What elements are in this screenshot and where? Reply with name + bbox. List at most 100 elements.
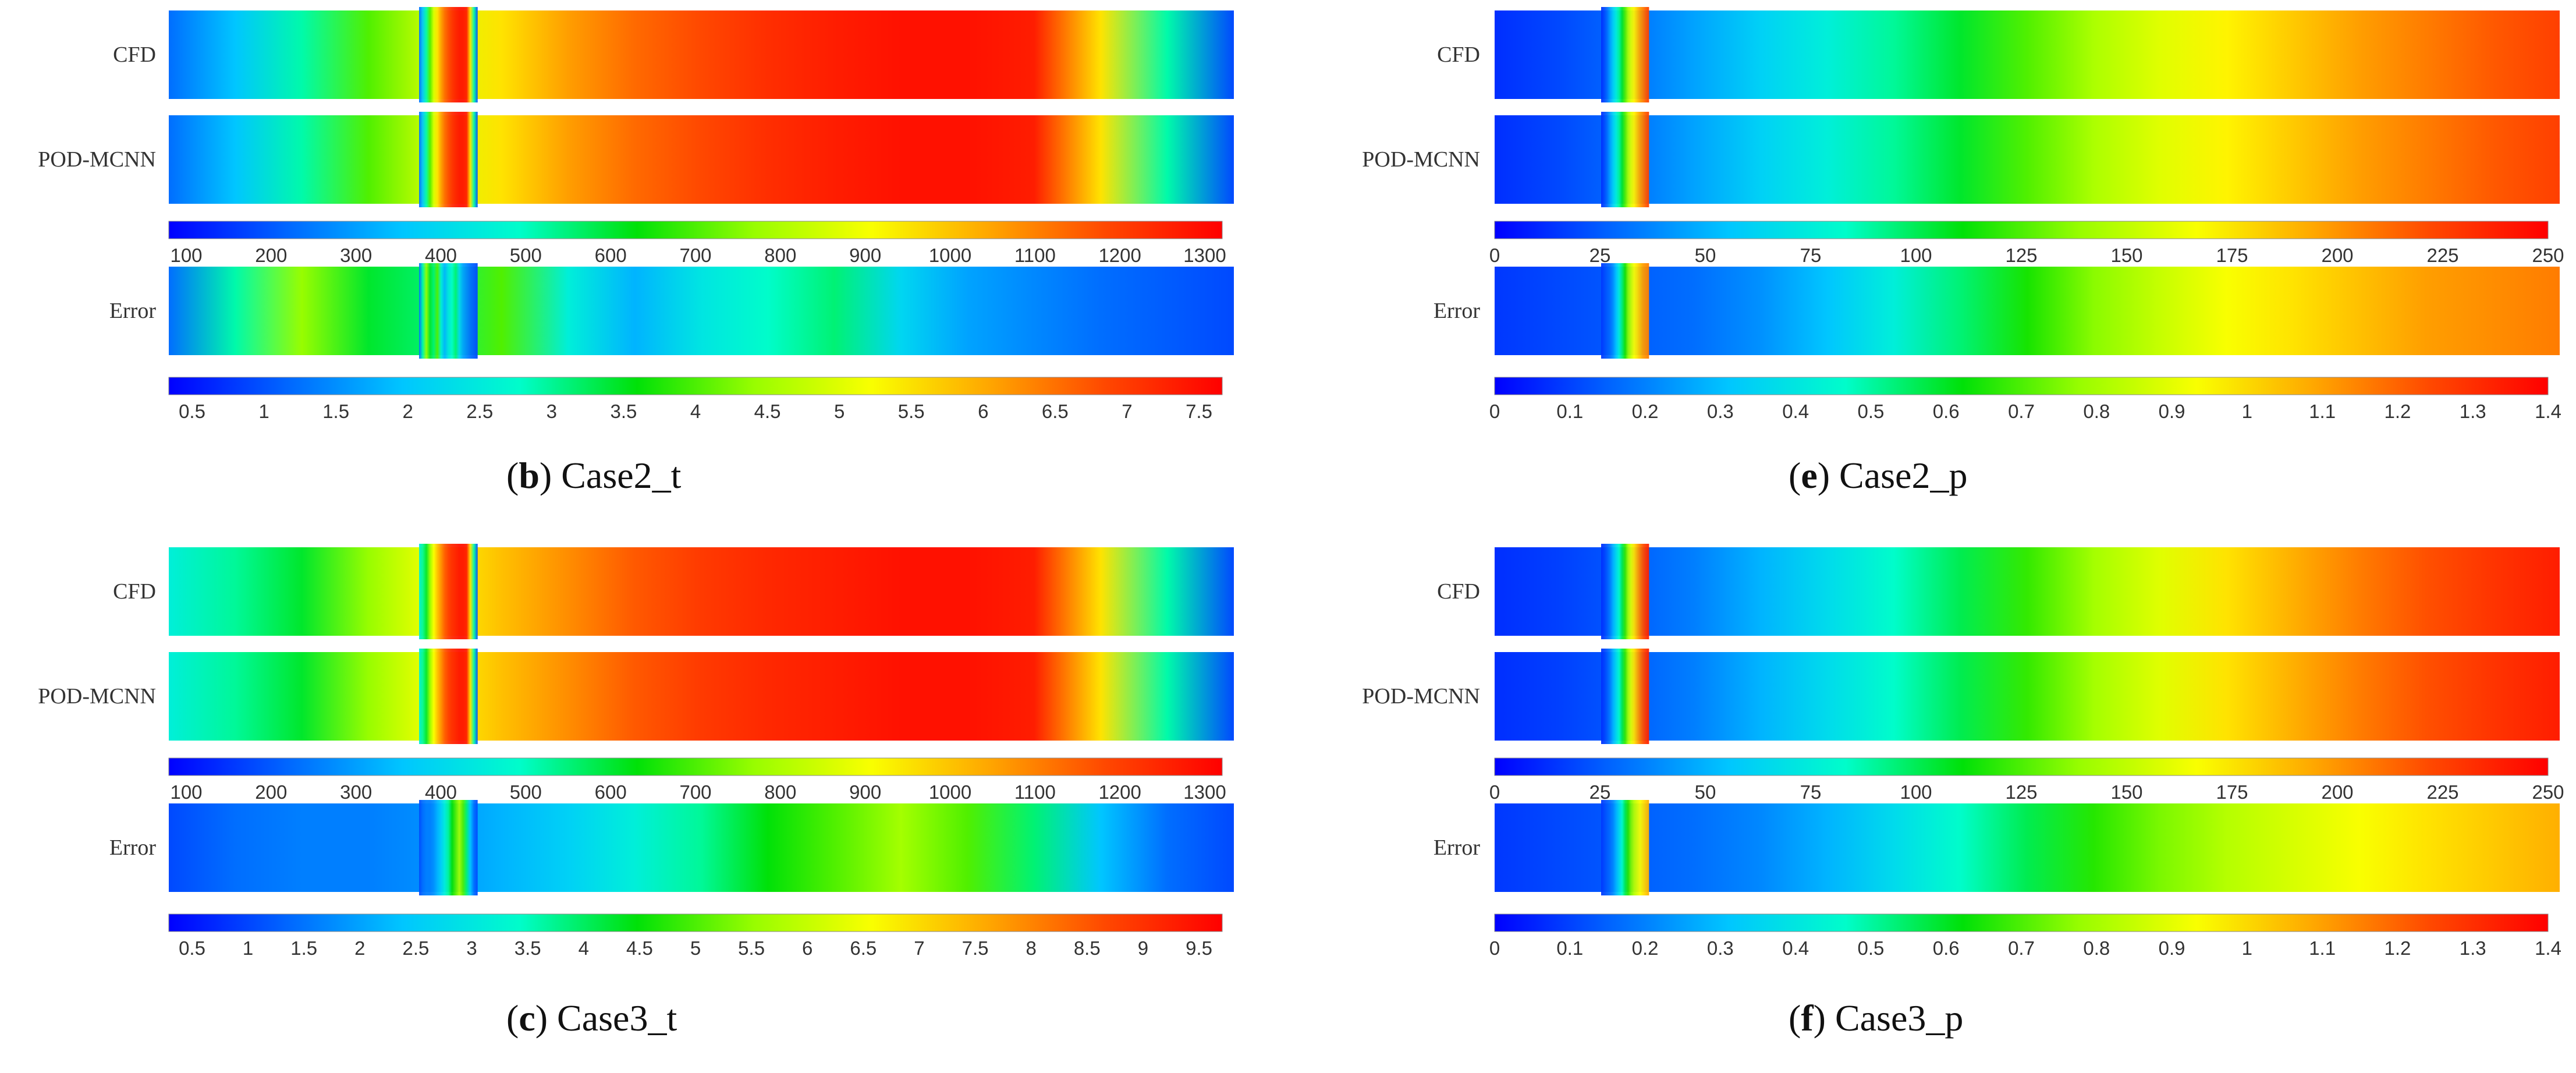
colorbar-tick-label: 0 — [1489, 245, 1500, 266]
error-colorbar-tick-label: 0.1 — [1556, 937, 1583, 959]
error-colorbar-tick-label: 0.2 — [1632, 401, 1659, 422]
panel-e: CFD POD-MCNN 0 25 50 75 100 125 150 175 200 225 250 E… — [1288, 0, 2576, 536]
colorbar-tick-label: 300 — [340, 245, 372, 266]
error-colorbar-tick-label: 1.1 — [2309, 937, 2336, 959]
panel-e-figure: CFD POD-MCNN 0 25 50 75 100 125 150 175 200 225 250 E… — [1362, 7, 2564, 422]
error-colorbar-tick-label: 4.5 — [626, 937, 653, 959]
colorbar-tick-label: 200 — [2321, 245, 2353, 266]
error-colorbar-tick-label: 4 — [690, 401, 701, 422]
error-colorbar-tick-label: 1.4 — [2535, 937, 2561, 959]
panel-b: CFD POD-MCNN 100 200 300 400 500 600 700 800 900 10… — [0, 0, 1288, 536]
error-colorbar-tick-label: 1 — [243, 937, 253, 959]
error-colorbar-tick-label: 8.5 — [1074, 937, 1101, 959]
error-colorbar-tick-label: 0.8 — [2083, 401, 2110, 422]
error-colorbar-tick-label: 4.5 — [754, 401, 781, 422]
error-colorbar-tick-label: 0.7 — [2008, 937, 2035, 959]
colorbar-tick-label: 900 — [849, 245, 881, 266]
colorbar-tick-label: 100 — [1900, 245, 1932, 266]
colorbar-tick-label: 50 — [1695, 245, 1716, 266]
row-label: Error — [1434, 299, 1481, 323]
colorbar-tick-label: 1000 — [929, 781, 971, 803]
caption-b: (b) Case2_t — [506, 455, 682, 496]
error-colorbar-tick-label: 0.6 — [1933, 401, 1960, 422]
colorbar-tick-label: 175 — [2216, 781, 2248, 803]
colorbar-tick-label: 600 — [595, 245, 627, 266]
colorbar-tick-label: 200 — [255, 245, 287, 266]
error-colorbar-tick-label: 9.5 — [1186, 937, 1212, 959]
colorbar-tick-label: 1200 — [1098, 781, 1141, 803]
colorbar-tick-label: 800 — [764, 245, 796, 266]
colorbar — [168, 757, 1223, 776]
colorbar-tick-label: 125 — [2005, 245, 2037, 266]
colorbar — [168, 221, 1223, 239]
error-colorbar-tick-label: 1 — [2242, 401, 2252, 422]
error-colorbar-tick-label: 0.5 — [179, 401, 205, 422]
colorbar-tick-label: 1200 — [1098, 245, 1141, 266]
row-label: Error — [109, 835, 157, 860]
row-label: POD-MCNN — [38, 147, 156, 172]
colorbar-tick-label: 250 — [2532, 781, 2564, 803]
error-colorbar-tick-label: 9 — [1138, 937, 1148, 959]
colorbar-tick-label: 50 — [1695, 781, 1716, 803]
panel-f: CFD POD-MCNN 0 25 50 75 100 125 150 175 200 225 250 E… — [1288, 537, 2576, 1073]
field-bar-cfd — [169, 544, 1234, 639]
field-bar-error — [169, 263, 1234, 359]
error-colorbar-tick-label: 3.5 — [610, 401, 637, 422]
colorbar-tick-label: 150 — [2110, 245, 2142, 266]
error-colorbar-tick-label: 6 — [802, 937, 812, 959]
colorbar-tick-label: 225 — [2426, 245, 2458, 266]
colorbar-tick-label: 900 — [849, 781, 881, 803]
error-colorbar — [1494, 377, 2549, 395]
error-colorbar-tick-label: 0.1 — [1556, 401, 1583, 422]
error-colorbar-tick-label: 6.5 — [850, 937, 877, 959]
error-colorbar-tick-label: 0.4 — [1782, 401, 1809, 422]
colorbar-tick-label: 800 — [764, 781, 796, 803]
colorbar — [1494, 221, 2549, 239]
colorbar-tick-label: 150 — [2110, 781, 2142, 803]
error-colorbar-tick-label: 2.5 — [403, 937, 430, 959]
error-colorbar-tick-label: 3 — [466, 937, 477, 959]
caption-c: (c) Case3_t — [506, 997, 677, 1039]
colorbar-tick-label: 1300 — [1183, 781, 1226, 803]
colorbar-tick-label: 25 — [1589, 781, 1611, 803]
colorbar-tick-label: 300 — [340, 781, 372, 803]
error-colorbar-tick-label: 8 — [1026, 937, 1036, 959]
colorbar-tick-label: 700 — [679, 781, 711, 803]
field-bar-cfd — [1495, 7, 2560, 102]
row-label: POD-MCNN — [1362, 147, 1480, 172]
colorbar-tick-label: 1300 — [1183, 245, 1226, 266]
error-colorbar-tick-label: 0.7 — [2008, 401, 2035, 422]
colorbar-tick-label: 1100 — [1014, 245, 1056, 266]
error-colorbar-tick-label: 1 — [258, 401, 269, 422]
field-bar-pod-mcnn — [1495, 112, 2560, 207]
field-bar-error — [1495, 800, 2560, 895]
colorbar-tick-label: 1000 — [929, 245, 971, 266]
error-colorbar-tick-label: 0.9 — [2159, 401, 2185, 422]
row-label: Error — [1434, 835, 1481, 860]
row-label: CFD — [113, 579, 156, 604]
row-label: CFD — [1437, 43, 1480, 67]
error-colorbar-tick-label: 0.5 — [179, 937, 205, 959]
colorbar-tick-label: 250 — [2532, 245, 2564, 266]
error-colorbar-tick-label: 1.3 — [2460, 937, 2486, 959]
panel-f-figure: CFD POD-MCNN 0 25 50 75 100 125 150 175 200 225 250 E… — [1362, 544, 2564, 959]
row-label: POD-MCNN — [38, 684, 156, 709]
error-colorbar-tick-label: 3.5 — [515, 937, 541, 959]
colorbar-tick-label: 100 — [1900, 781, 1932, 803]
colorbar-tick-label: 175 — [2216, 245, 2248, 266]
panel-c: CFD POD-MCNN 100 200 300 400 500 600 700 800 900 10… — [0, 537, 1288, 1073]
caption-f: (f) Case3_p — [1789, 997, 1964, 1039]
error-colorbar — [1494, 913, 2549, 932]
field-bar-error — [169, 800, 1234, 895]
error-colorbar-tick-label: 3 — [547, 401, 557, 422]
error-colorbar-tick-label: 0.4 — [1782, 937, 1809, 959]
colorbar-tick-label: 700 — [679, 245, 711, 266]
colorbar-tick-label: 500 — [510, 781, 542, 803]
error-colorbar-tick-label: 7 — [1122, 401, 1132, 422]
error-colorbar-tick-label: 6 — [978, 401, 988, 422]
error-colorbar — [168, 913, 1223, 932]
error-colorbar-tick-label: 5 — [834, 401, 845, 422]
row-label: CFD — [113, 43, 156, 67]
error-colorbar — [168, 377, 1223, 395]
error-colorbar-tick-label: 4 — [579, 937, 589, 959]
